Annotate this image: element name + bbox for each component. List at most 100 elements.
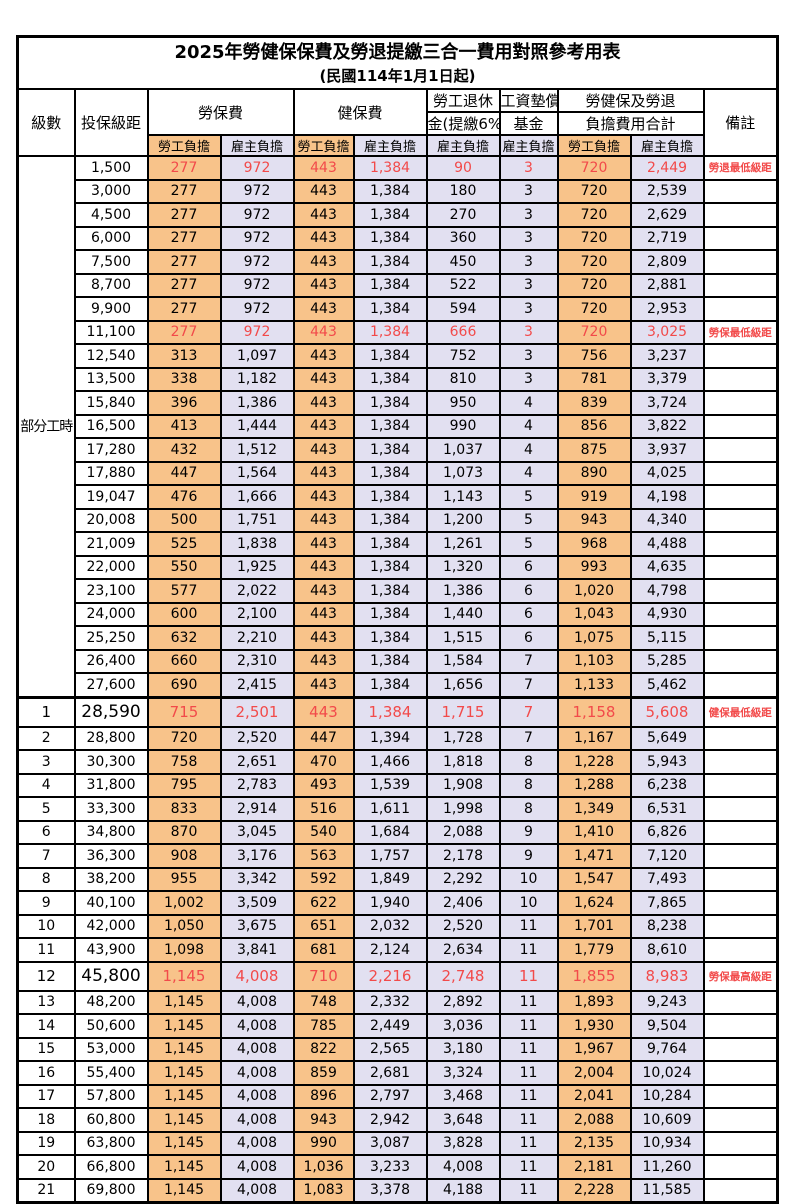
cell-hi_emp: 443 [292,296,355,322]
header-labor-insurance: 勞保費 [146,88,295,136]
table-row: 9 40,100 1,002 3,509 622 1,940 2,406 10 1,624 7,8… [16,890,779,916]
cell-hi_emp: 859 [292,1060,355,1086]
level-cell: 10 [16,913,76,939]
cell-pension: 1,656 [425,672,501,698]
cell-tot_er: 7,120 [629,843,705,869]
cell-hi_er: 1,384 [352,413,428,439]
cell-li_er: 1,564 [219,460,295,486]
cell-tot_emp: 919 [556,484,632,510]
cell-hi_er: 1,384 [352,225,428,251]
cell-tot_er: 4,635 [629,554,705,580]
level-cell: 9 [16,890,76,916]
cell-hi_er: 2,332 [352,989,428,1015]
cell-hi_er: 1,384 [352,484,428,510]
cell-fund: 11 [498,1177,559,1204]
cell-tot_emp: 756 [556,343,632,369]
remark-cell [702,413,779,439]
table-row: 19,047 476 1,666 443 1,384 1,143 5 919 4,198 [18,484,779,510]
cell-tot_emp: 839 [556,390,632,416]
cell-hi_emp: 443 [292,625,355,651]
table-row: 7 36,300 908 3,176 563 1,757 2,178 9 1,471 7,120 [16,843,779,869]
cell-tot_er: 9,243 [629,989,705,1015]
cell-hi_er: 1,384 [352,178,428,204]
cell-li_emp: 277 [146,296,222,322]
cell-tot_er: 11,585 [629,1177,705,1204]
cell-fund: 4 [498,413,559,439]
cell-li_er: 2,783 [219,772,295,798]
bracket-cell: 25,250 [73,625,149,651]
cell-li_er: 2,210 [219,625,295,651]
table-row: 14 50,600 1,145 4,008 785 2,449 3,036 11 1,930 9,… [16,1013,779,1039]
cell-tot_emp: 1,288 [556,772,632,798]
level-cell: 12 [16,960,76,992]
cell-li_emp: 955 [146,866,222,892]
cell-li_emp: 600 [146,601,222,627]
cell-fund: 5 [498,484,559,510]
cell-hi_er: 1,466 [352,749,428,775]
cell-hi_er: 1,940 [352,890,428,916]
cell-li_emp: 660 [146,648,222,674]
cell-hi_er: 1,539 [352,772,428,798]
cell-hi_emp: 592 [292,866,355,892]
cell-hi_er: 1,384 [352,202,428,228]
remark-cell [702,1177,779,1204]
cell-tot_emp: 943 [556,507,632,533]
table-row: 1 28,590 715 2,501 443 1,384 1,715 7 1,158 5,608 健… [16,695,779,728]
cell-li_emp: 1,145 [146,1083,222,1109]
header-fund-line2: 基金 [498,111,559,136]
cell-pension: 1,037 [425,437,501,463]
cell-fund: 11 [498,937,559,963]
bracket-cell: 43,900 [73,937,149,963]
cell-li_emp: 690 [146,672,222,698]
table-row: 12,540 313 1,097 443 1,384 752 3 756 3,237 [18,343,779,369]
bracket-cell: 12,540 [73,343,149,369]
cell-hi_emp: 443 [292,319,355,345]
remark-cell [702,578,779,604]
cell-hi_emp: 443 [292,554,355,580]
cell-hi_emp: 748 [292,989,355,1015]
cell-li_er: 1,838 [219,531,295,557]
remark-cell: 勞退最低級距 [702,155,779,181]
cell-li_emp: 833 [146,796,222,822]
level-cell: 20 [16,1154,76,1180]
cell-pension: 3,036 [425,1013,501,1039]
cell-fund: 3 [498,178,559,204]
table-row: 8 38,200 955 3,342 592 1,849 2,292 10 1,547 7,493 [16,866,779,892]
cell-tot_er: 3,724 [629,390,705,416]
cell-li_emp: 277 [146,249,222,275]
cell-tot_emp: 1,471 [556,843,632,869]
cell-hi_er: 1,849 [352,866,428,892]
remark-cell: 健保最低級距 [702,695,779,728]
bracket-cell: 50,600 [73,1013,149,1039]
remark-cell [702,796,779,822]
cell-fund: 6 [498,578,559,604]
cell-li_emp: 1,145 [146,989,222,1015]
cell-tot_er: 8,610 [629,937,705,963]
cell-pension: 594 [425,296,501,322]
cell-hi_er: 1,384 [352,319,428,345]
table-row: 27,600 690 2,415 443 1,384 1,656 7 1,133 5,462 [18,672,779,698]
cell-li_er: 972 [219,155,295,181]
level-cell: 8 [16,866,76,892]
remark-cell [702,1060,779,1086]
table-row: 9,900 277 972 443 1,384 594 3 720 2,953 [18,296,779,322]
bracket-cell: 45,800 [73,960,149,992]
header-total-line2: 負擔費用合計 [556,111,705,136]
cell-tot_er: 6,238 [629,772,705,798]
cell-tot_er: 4,488 [629,531,705,557]
cell-fund: 8 [498,796,559,822]
remark-cell [702,1013,779,1039]
cell-li_er: 2,310 [219,648,295,674]
cell-hi_er: 1,384 [352,601,428,627]
cell-hi_emp: 493 [292,772,355,798]
cell-tot_er: 5,608 [629,695,705,728]
cell-li_er: 1,386 [219,390,295,416]
cell-fund: 7 [498,648,559,674]
cell-hi_er: 1,384 [352,366,428,392]
cell-tot_er: 4,798 [629,578,705,604]
bracket-cell: 22,000 [73,554,149,580]
level-cell: 7 [16,843,76,869]
cell-li_er: 3,045 [219,819,295,845]
cell-hi_emp: 443 [292,507,355,533]
cell-hi_er: 1,384 [352,672,428,698]
